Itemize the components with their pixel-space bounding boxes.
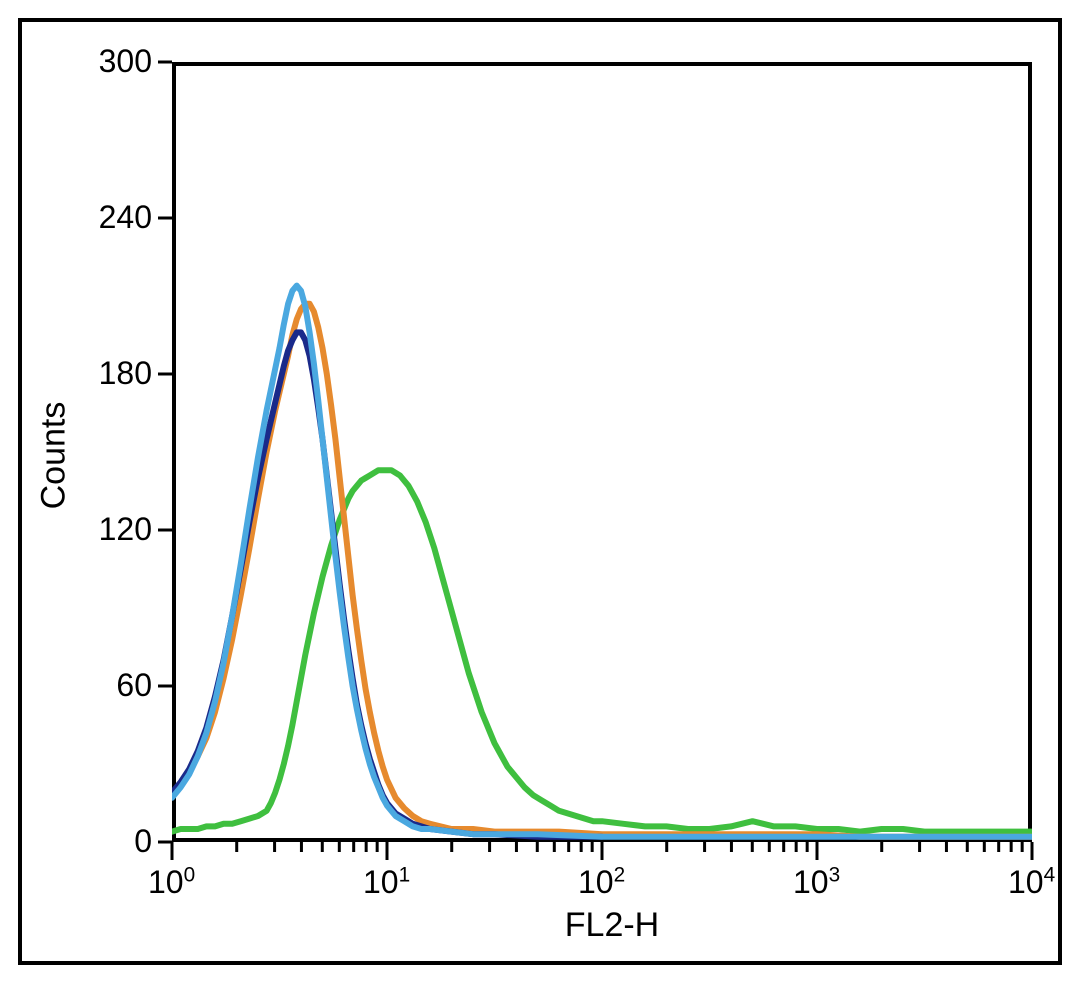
histogram-chart	[0, 0, 1080, 983]
x-tick-label: 104	[1008, 864, 1055, 901]
histogram-trace-green	[172, 470, 1032, 831]
x-axis-label: FL2-H	[542, 906, 682, 945]
y-tick-label: 240	[99, 199, 152, 236]
y-tick-label: 300	[99, 43, 152, 80]
histogram-trace-orange	[172, 304, 1032, 837]
y-tick-label: 120	[99, 511, 152, 548]
x-tick-label: 101	[363, 864, 410, 901]
x-tick-label: 100	[148, 864, 195, 901]
x-tick-label: 102	[578, 864, 625, 901]
x-tick-label: 103	[793, 864, 840, 901]
histogram-trace-lightblue	[172, 286, 1032, 837]
y-axis-label: Counts	[35, 376, 74, 536]
y-tick-label: 60	[116, 667, 152, 704]
y-tick-label: 180	[99, 355, 152, 392]
y-tick-label: 0	[134, 823, 152, 860]
